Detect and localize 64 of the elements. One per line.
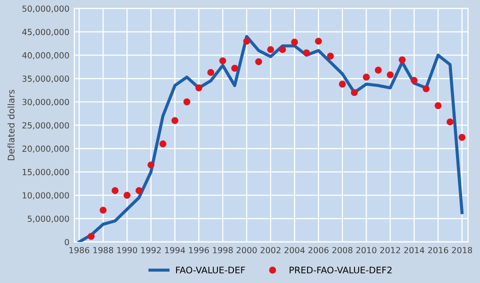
x-tick-label: 1992 bbox=[141, 246, 161, 254]
y-axis-title: Deflated dollars bbox=[8, 90, 15, 160]
point bbox=[386, 71, 394, 78]
point bbox=[350, 89, 358, 96]
point bbox=[100, 206, 107, 214]
point bbox=[207, 68, 214, 76]
y-tick-label: 5,000,000 bbox=[28, 216, 69, 223]
x-tick-label: 2002 bbox=[260, 246, 280, 254]
x-tick-label: 2004 bbox=[284, 246, 305, 254]
point bbox=[446, 118, 454, 126]
x-tick-label: 2006 bbox=[308, 246, 329, 254]
point bbox=[88, 232, 95, 240]
point bbox=[338, 80, 346, 88]
x-tick-label: 1998 bbox=[213, 246, 233, 254]
y-tick-label: 15,000,000 bbox=[22, 168, 69, 176]
y-tick-label: 50,000,000 bbox=[22, 5, 69, 13]
x-tick-label: 2000 bbox=[236, 246, 257, 254]
x-tick-label: 1990 bbox=[117, 246, 138, 254]
y-tick-label: 10,000,000 bbox=[22, 192, 69, 200]
y-tick-label: 20,000,000 bbox=[22, 146, 69, 153]
x-tick-label: 1996 bbox=[189, 246, 209, 254]
x-tick-label: 2008 bbox=[332, 246, 352, 254]
point bbox=[458, 134, 466, 141]
y-tick-label: 25,000,000 bbox=[22, 122, 69, 130]
y-tick-label: 45,000,000 bbox=[22, 28, 69, 36]
point bbox=[195, 84, 202, 92]
point bbox=[303, 49, 310, 56]
x-tick-label: 2014 bbox=[404, 246, 424, 254]
point bbox=[136, 187, 142, 194]
legend-label: PRED-FAO-VALUE-DEF2 bbox=[290, 266, 392, 274]
point bbox=[231, 64, 238, 72]
legend-label: FAO-VALUE-DEF bbox=[176, 266, 245, 274]
point bbox=[267, 46, 274, 54]
point bbox=[398, 56, 406, 64]
x-tick-label: 2012 bbox=[380, 246, 400, 254]
x-tick-label: 1988 bbox=[93, 246, 114, 254]
point bbox=[326, 52, 334, 60]
y-tick-label: 0 bbox=[64, 238, 69, 246]
point bbox=[171, 117, 178, 124]
line-series bbox=[78, 34, 464, 242]
point bbox=[255, 58, 262, 66]
point bbox=[219, 57, 226, 64]
point bbox=[183, 98, 190, 106]
point bbox=[159, 140, 166, 148]
x-tick-label: 1986 bbox=[69, 246, 90, 254]
point bbox=[434, 102, 442, 110]
point bbox=[374, 66, 382, 74]
point bbox=[410, 76, 418, 84]
point bbox=[362, 74, 370, 81]
y-tick-label: 40,000,000 bbox=[22, 52, 69, 60]
point bbox=[112, 187, 119, 194]
x-tick-label: 2016 bbox=[428, 246, 448, 254]
x-tick-label: 2010 bbox=[356, 246, 376, 254]
point bbox=[291, 38, 298, 46]
y-tick-label: 30,000,000 bbox=[22, 98, 69, 106]
point bbox=[314, 38, 322, 45]
x-tick-label: 1994 bbox=[165, 246, 186, 254]
point bbox=[422, 85, 430, 92]
point bbox=[147, 161, 154, 168]
y-tick-label: 35,000,000 bbox=[22, 76, 69, 83]
point bbox=[124, 192, 131, 199]
point bbox=[243, 38, 250, 45]
x-tick-label: 2018 bbox=[452, 246, 472, 254]
point bbox=[279, 46, 286, 54]
